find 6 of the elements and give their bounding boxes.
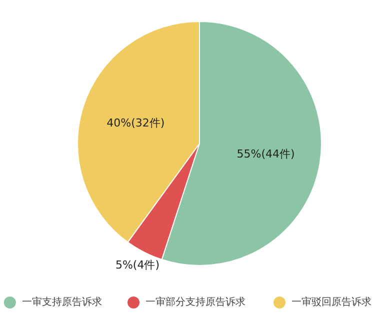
legend-label: 一审驳回原告诉求 xyxy=(292,296,372,308)
legend-label: 一审部分支持原告诉求 xyxy=(146,296,246,308)
data-label: 40%(32件) xyxy=(106,116,165,130)
data-label: 55%(44件) xyxy=(236,147,295,160)
data-label: 5%(4件) xyxy=(115,258,160,272)
legend-label: 一审支持原告诉求 xyxy=(22,296,102,308)
